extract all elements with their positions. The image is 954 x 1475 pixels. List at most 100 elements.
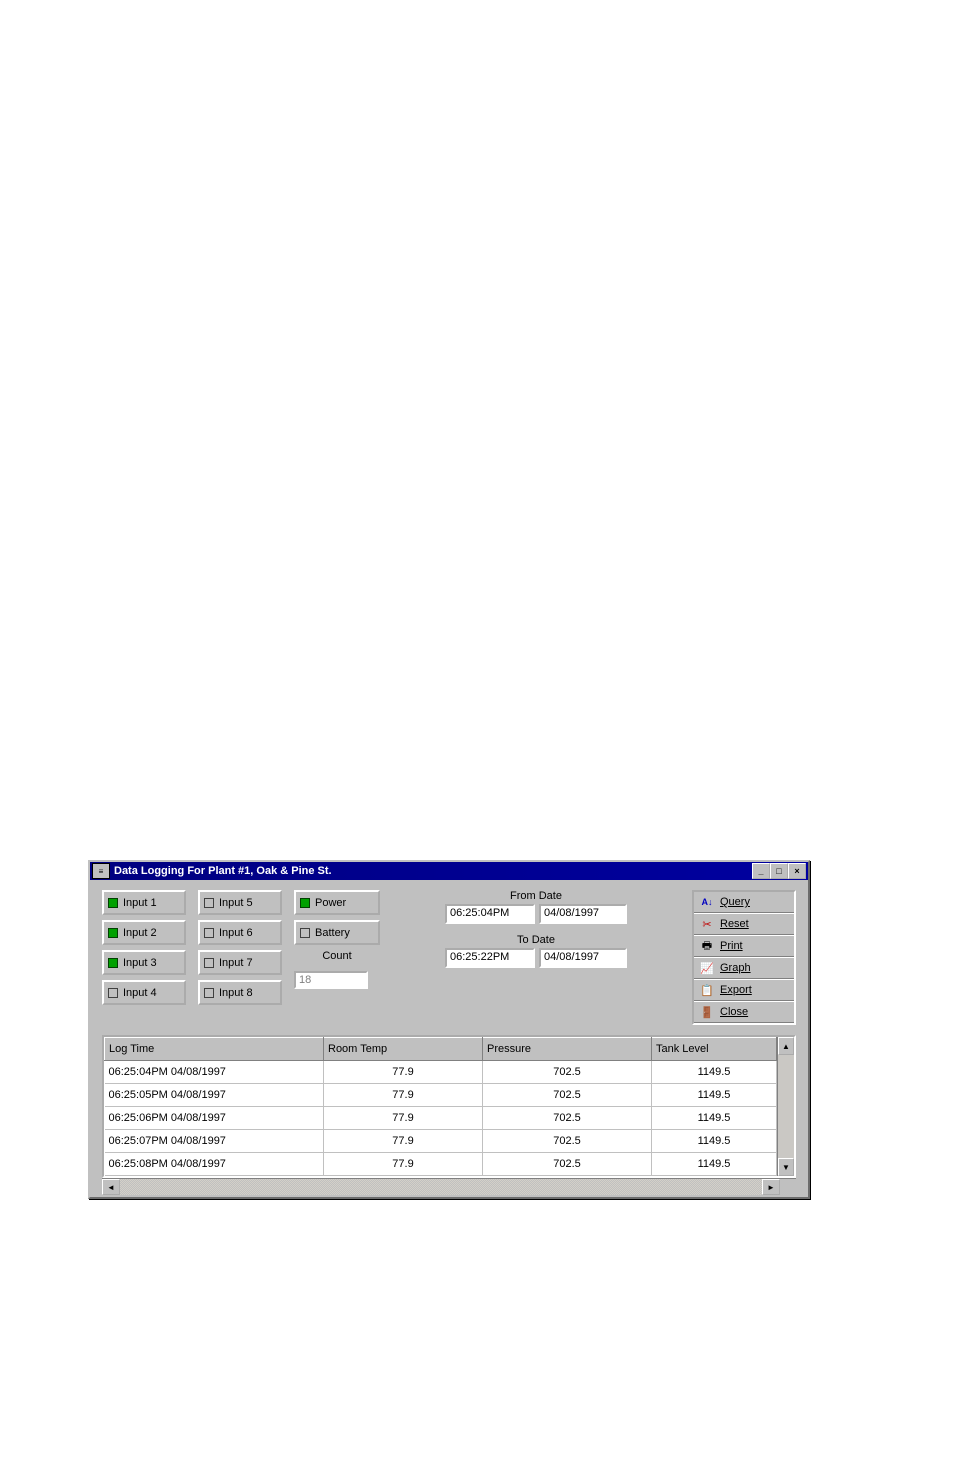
table-cell: 702.5 bbox=[483, 1130, 652, 1153]
table-header-row: Log Time Room Temp Pressure Tank Level bbox=[105, 1038, 777, 1061]
status-column: Power Battery Count 18 bbox=[294, 890, 380, 989]
col-header-roomtemp[interactable]: Room Temp bbox=[324, 1038, 483, 1061]
table-row[interactable]: 06:25:05PM 04/08/199777.9702.51149.5 bbox=[105, 1084, 777, 1107]
scissors-icon: ✂ bbox=[700, 918, 714, 931]
horizontal-scrollbar[interactable]: ◄ ► bbox=[102, 1178, 796, 1195]
to-date-field[interactable]: 04/08/1997 bbox=[539, 948, 627, 968]
query-button[interactable]: A↓Query bbox=[694, 892, 794, 913]
toggle-input-3[interactable]: Input 3 bbox=[102, 950, 186, 975]
window: ≡ Data Logging For Plant #1, Oak & Pine … bbox=[88, 860, 810, 1199]
table-cell: 06:25:07PM 04/08/1997 bbox=[105, 1130, 324, 1153]
vertical-scrollbar[interactable]: ▲ ▼ bbox=[777, 1037, 794, 1176]
table-cell: 1149.5 bbox=[652, 1130, 777, 1153]
table-cell: 702.5 bbox=[483, 1107, 652, 1130]
led-icon bbox=[204, 898, 214, 908]
export-icon: 📋 bbox=[700, 984, 714, 997]
scroll-track[interactable] bbox=[778, 1055, 794, 1158]
table-row[interactable]: 06:25:06PM 04/08/199777.9702.51149.5 bbox=[105, 1107, 777, 1130]
table-cell: 1149.5 bbox=[652, 1084, 777, 1107]
toggle-input-1[interactable]: Input 1 bbox=[102, 890, 186, 915]
toggle-label: Input 8 bbox=[219, 987, 253, 999]
scroll-right-button[interactable]: ► bbox=[762, 1179, 780, 1195]
led-icon bbox=[108, 898, 118, 908]
toggle-input-5[interactable]: Input 5 bbox=[198, 890, 282, 915]
table-cell: 77.9 bbox=[324, 1084, 483, 1107]
toggle-label: Input 2 bbox=[123, 927, 157, 939]
led-icon bbox=[108, 928, 118, 938]
led-icon bbox=[108, 958, 118, 968]
chart-icon: 📈 bbox=[700, 962, 714, 975]
table-cell: 06:25:06PM 04/08/1997 bbox=[105, 1107, 324, 1130]
input-toggle-col-2: Input 5 Input 6 Input 7 Input 8 bbox=[198, 890, 282, 1005]
input-toggle-col-1: Input 1 Input 2 Input 3 Input 4 bbox=[102, 890, 186, 1005]
table-cell: 702.5 bbox=[483, 1084, 652, 1107]
table-cell: 1149.5 bbox=[652, 1107, 777, 1130]
toggle-battery[interactable]: Battery bbox=[294, 920, 380, 945]
toggle-label: Input 7 bbox=[219, 957, 253, 969]
table-row[interactable]: 06:25:08PM 04/08/199777.9702.51149.5 bbox=[105, 1153, 777, 1176]
action-button-panel: A↓Query ✂Reset 🖶Print 📈Graph 📋Export 🚪Cl… bbox=[692, 890, 796, 1025]
system-menu-icon[interactable]: ≡ bbox=[92, 863, 110, 879]
count-field: 18 bbox=[294, 971, 368, 989]
led-icon bbox=[300, 898, 310, 908]
toggle-input-7[interactable]: Input 7 bbox=[198, 950, 282, 975]
scroll-track-h[interactable] bbox=[120, 1179, 762, 1195]
table-row[interactable]: 06:25:04PM 04/08/199777.9702.51149.5 bbox=[105, 1061, 777, 1084]
titlebar[interactable]: ≡ Data Logging For Plant #1, Oak & Pine … bbox=[90, 862, 808, 880]
col-header-logtime[interactable]: Log Time bbox=[105, 1038, 324, 1061]
led-icon bbox=[204, 928, 214, 938]
scroll-down-button[interactable]: ▼ bbox=[778, 1158, 794, 1176]
window-title: Data Logging For Plant #1, Oak & Pine St… bbox=[114, 865, 752, 877]
table-cell: 06:25:05PM 04/08/1997 bbox=[105, 1084, 324, 1107]
date-range-block: From Date 06:25:04PM 04/08/1997 To Date … bbox=[392, 890, 680, 976]
export-button[interactable]: 📋Export bbox=[694, 979, 794, 1001]
led-icon bbox=[204, 988, 214, 998]
toggle-input-2[interactable]: Input 2 bbox=[102, 920, 186, 945]
reset-button[interactable]: ✂Reset bbox=[694, 913, 794, 935]
print-button[interactable]: 🖶Print bbox=[694, 935, 794, 957]
toggle-label: Input 1 bbox=[123, 897, 157, 909]
count-label: Count bbox=[294, 950, 380, 966]
table-cell: 702.5 bbox=[483, 1153, 652, 1176]
scrollbar-corner bbox=[780, 1179, 796, 1195]
col-header-pressure[interactable]: Pressure bbox=[483, 1038, 652, 1061]
toggle-input-6[interactable]: Input 6 bbox=[198, 920, 282, 945]
toggle-input-8[interactable]: Input 8 bbox=[198, 980, 282, 1005]
toggle-label: Battery bbox=[315, 927, 350, 939]
toggle-label: Input 5 bbox=[219, 897, 253, 909]
col-header-tanklevel[interactable]: Tank Level bbox=[652, 1038, 777, 1061]
table-cell: 1149.5 bbox=[652, 1061, 777, 1084]
close-button[interactable]: × bbox=[788, 863, 806, 879]
toggle-input-4[interactable]: Input 4 bbox=[102, 980, 186, 1005]
minimize-button[interactable]: _ bbox=[752, 863, 770, 879]
toggle-label: Input 3 bbox=[123, 957, 157, 969]
toggle-label: Input 6 bbox=[219, 927, 253, 939]
scroll-left-button[interactable]: ◄ bbox=[102, 1179, 120, 1195]
toggle-power[interactable]: Power bbox=[294, 890, 380, 915]
table-cell: 702.5 bbox=[483, 1061, 652, 1084]
table-cell: 1149.5 bbox=[652, 1153, 777, 1176]
table-row[interactable]: 06:25:07PM 04/08/199777.9702.51149.5 bbox=[105, 1130, 777, 1153]
toggle-label: Power bbox=[315, 897, 346, 909]
table-cell: 06:25:08PM 04/08/1997 bbox=[105, 1153, 324, 1176]
table-cell: 77.9 bbox=[324, 1153, 483, 1176]
to-date-label: To Date bbox=[517, 934, 555, 946]
from-date-field[interactable]: 04/08/1997 bbox=[539, 904, 627, 924]
maximize-button[interactable]: □ bbox=[770, 863, 788, 879]
printer-icon: 🖶 bbox=[700, 937, 714, 956]
from-time-field[interactable]: 06:25:04PM bbox=[445, 904, 535, 924]
from-date-label: From Date bbox=[510, 890, 562, 902]
to-time-field[interactable]: 06:25:22PM bbox=[445, 948, 535, 968]
sort-icon: A↓ bbox=[700, 897, 714, 907]
scroll-up-button[interactable]: ▲ bbox=[778, 1037, 794, 1055]
table-cell: 77.9 bbox=[324, 1130, 483, 1153]
graph-button[interactable]: 📈Graph bbox=[694, 957, 794, 979]
client-area: Input 1 Input 2 Input 3 Input 4 Input 5 … bbox=[90, 880, 808, 1197]
close-action-button[interactable]: 🚪Close bbox=[694, 1001, 794, 1023]
led-icon bbox=[300, 928, 310, 938]
data-grid: Log Time Room Temp Pressure Tank Level 0… bbox=[102, 1035, 796, 1178]
led-icon bbox=[204, 958, 214, 968]
table-cell: 77.9 bbox=[324, 1061, 483, 1084]
log-table: Log Time Room Temp Pressure Tank Level 0… bbox=[104, 1037, 777, 1176]
table-cell: 77.9 bbox=[324, 1107, 483, 1130]
